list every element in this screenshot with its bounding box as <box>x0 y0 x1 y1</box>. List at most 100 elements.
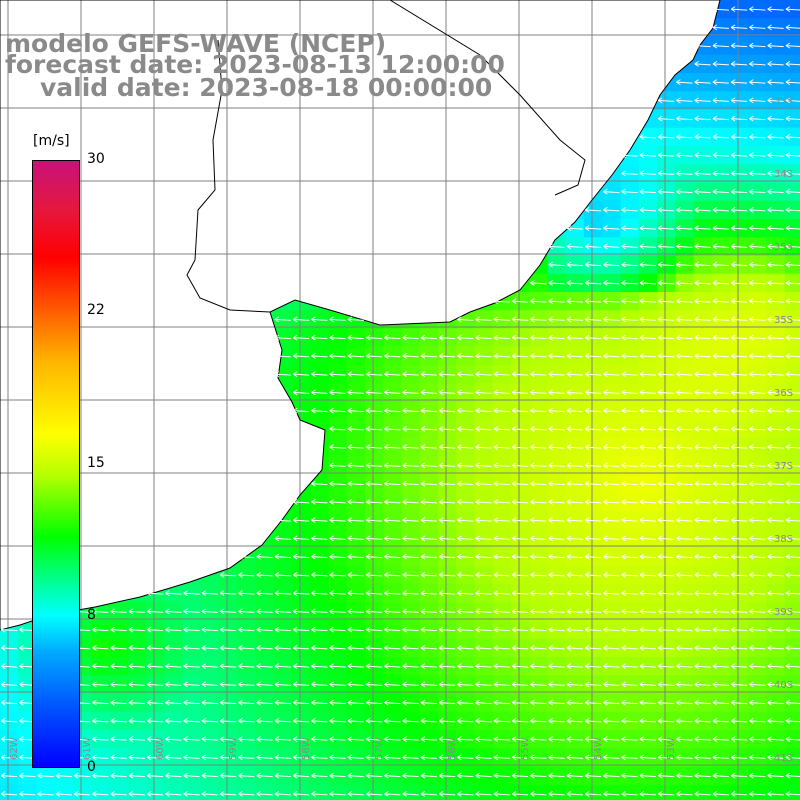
wind-arrow <box>676 498 693 505</box>
wind-arrow <box>767 371 784 378</box>
wind-arrow <box>639 170 656 177</box>
wind-arrow <box>767 389 784 396</box>
wind-arrow <box>219 644 237 651</box>
wind-arrow <box>694 206 711 213</box>
wind-arrow <box>420 371 437 378</box>
wind-arrow <box>384 717 401 724</box>
lat-label-37s: 37S <box>774 461 794 472</box>
wind-arrow <box>420 480 437 487</box>
wind-arrow <box>785 535 800 542</box>
wind-arrow <box>694 772 711 779</box>
wind-arrow <box>749 717 766 724</box>
wind-arrow <box>603 480 620 487</box>
wind-arrow <box>694 352 711 359</box>
wind-arrow <box>146 663 164 670</box>
wind-arrow <box>420 608 437 615</box>
wind-arrow <box>639 261 656 268</box>
wind-arrow <box>530 334 547 341</box>
wind-arrow <box>603 681 620 688</box>
wind-arrow <box>767 535 784 542</box>
wind-arrow <box>511 462 529 469</box>
wind-arrow <box>530 425 547 432</box>
wind-arrow <box>274 535 291 542</box>
wind-arrow <box>420 352 437 359</box>
wind-arrow <box>329 663 346 670</box>
wind-arrow <box>511 425 529 432</box>
wind-arrow <box>292 334 310 341</box>
wind-arrow <box>657 407 675 414</box>
wind-arrow <box>530 790 547 797</box>
wind-arrow <box>384 790 401 797</box>
wind-arrow <box>146 608 164 615</box>
colorbar-tick-30: 30 <box>87 151 105 167</box>
wind-arrow <box>493 754 510 761</box>
wind-arrow <box>165 590 182 597</box>
wind-arrow <box>256 608 273 615</box>
wind-arrow <box>238 772 255 779</box>
wind-arrow <box>493 444 510 451</box>
wind-arrow <box>347 334 364 341</box>
wind-arrow <box>92 736 109 743</box>
wind-arrow <box>219 772 237 779</box>
wind-arrow <box>438 590 456 597</box>
wind-arrow <box>329 371 346 378</box>
wind-arrow <box>767 152 784 159</box>
wind-arrow <box>584 571 602 578</box>
lon-label-55w: 55W <box>520 737 531 760</box>
wind-arrow <box>475 608 492 615</box>
wind-arrow <box>347 790 364 797</box>
wind-arrow <box>657 681 675 688</box>
wind-arrow <box>329 517 346 524</box>
wind-arrow <box>292 717 310 724</box>
wind-arrow <box>493 498 510 505</box>
wind-arrow <box>438 717 456 724</box>
wind-arrow <box>621 334 638 341</box>
wind-arrow <box>92 608 109 615</box>
wind-arrow <box>511 553 529 560</box>
wind-arrow <box>384 334 401 341</box>
wind-arrow <box>676 243 693 250</box>
wind-arrow <box>694 60 711 67</box>
wind-arrow <box>676 626 693 633</box>
wind-arrow <box>347 736 364 743</box>
wind-arrow <box>0 663 18 670</box>
wind-arrow <box>676 371 693 378</box>
wind-arrow <box>420 517 437 524</box>
wind-arrow <box>584 590 602 597</box>
wind-arrow <box>238 571 255 578</box>
wind-arrow <box>402 699 419 706</box>
wind-arrow <box>238 717 255 724</box>
wind-arrow <box>566 790 583 797</box>
wind-arrow <box>511 663 529 670</box>
wind-arrow <box>621 790 638 797</box>
wind-arrow <box>274 352 291 359</box>
wind-arrow <box>146 772 164 779</box>
wind-arrow <box>767 699 784 706</box>
wind-arrow <box>365 717 383 724</box>
wind-arrow <box>712 590 729 597</box>
wind-arrow <box>584 371 602 378</box>
wind-arrow <box>329 699 346 706</box>
wind-arrow <box>420 790 437 797</box>
wind-arrow <box>584 334 602 341</box>
wind-arrow <box>639 444 656 451</box>
wind-arrow <box>694 389 711 396</box>
wind-arrow <box>676 188 693 195</box>
wind-arrow <box>657 115 675 122</box>
wind-arrow <box>128 663 145 670</box>
wind-arrow <box>584 352 602 359</box>
wind-arrow <box>566 444 583 451</box>
wind-arrow <box>676 772 693 779</box>
wind-arrow <box>657 754 675 761</box>
wind-arrow <box>165 736 182 743</box>
wind-arrow <box>621 553 638 560</box>
lat-label-40s: 40S <box>774 680 794 691</box>
country-border-line <box>389 0 586 196</box>
wind-arrow <box>347 517 364 524</box>
wind-arrow <box>566 407 583 414</box>
wind-arrow <box>566 517 583 524</box>
wind-arrow <box>457 444 474 451</box>
wind-arrow <box>329 316 346 323</box>
wind-arrow <box>548 754 565 761</box>
wind-arrow <box>475 590 492 597</box>
